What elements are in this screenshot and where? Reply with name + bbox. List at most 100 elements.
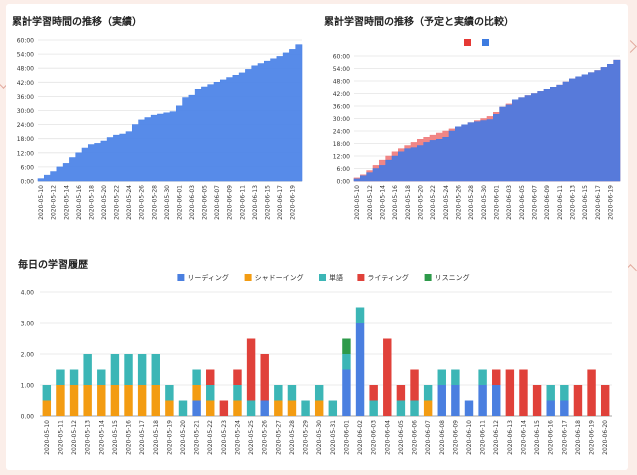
bar-segment [492,385,501,416]
x-tick-label: 2020-06-16 [548,420,555,455]
x-tick-label: 2020-05-23 [221,420,228,455]
bar-segment [83,385,92,416]
bar-segment [464,400,474,416]
bar-segment [355,307,365,323]
bar-segment [42,385,52,401]
x-tick-label: 2020-05-27 [275,420,282,455]
y-tick-label: 30:00 [333,116,350,123]
bar-segment [600,385,610,416]
x-tick-label: 2020-06-01 [494,185,501,220]
bar-segment [233,400,242,416]
x-tick-label: 2020-06-09 [544,185,551,220]
x-tick-label: 2020-05-12 [51,185,58,220]
x-tick-label: 2020-05-22 [207,420,214,455]
y-tick-label: 42:00 [17,80,34,87]
area-series [353,59,621,182]
x-tick-label: 2020-05-16 [76,185,83,220]
x-tick-label: 2020-05-28 [289,420,296,455]
x-tick-label: 2020-06-19 [608,185,615,220]
x-tick-label: 2020-05-19 [166,420,173,455]
bar-segment [110,354,120,385]
bar-segment [546,400,555,416]
bar-segment [137,354,147,385]
y-tick-label: 6:00 [21,164,35,171]
y-tick-label: 1.00 [21,383,35,390]
bar-segment [410,400,419,416]
y-tick-label: 3.00 [21,321,35,328]
bar-segment [260,400,269,416]
bar-segment [287,400,297,416]
bar-segment [423,385,433,401]
bar-segment [192,385,201,401]
x-tick-label: 2020-05-21 [194,420,201,455]
bar-segment [560,385,569,401]
x-tick-label: 2020-05-10 [354,185,361,220]
y-tick-label: 12:00 [333,154,350,161]
x-tick-label: 2020-06-11 [480,420,487,455]
x-tick-label: 2020-06-15 [264,185,271,220]
y-tick-label: 0:00 [21,179,35,186]
bar-segment [423,400,433,416]
y-tick-label: 4.00 [21,290,35,297]
x-tick-label: 2020-05-24 [126,185,133,220]
y-tick-label: 18:00 [17,136,34,143]
y-tick-label: 60:00 [17,38,34,45]
x-tick-label: 2020-05-28 [468,185,475,220]
legend-label: 単語 [329,273,343,282]
legend-label: リーディング [187,273,229,282]
bar-segment [437,369,446,385]
legend-swatch [482,39,489,46]
x-tick-label: 2020-06-03 [371,420,378,455]
bar-segment [519,369,528,416]
x-tick-label: 2020-05-24 [443,185,450,220]
bar-segment [42,400,52,416]
x-tick-label: 2020-05-18 [153,420,160,455]
legend-swatch [464,39,471,46]
bar-segment [573,385,583,416]
x-tick-label: 2020-06-19 [589,420,596,455]
x-tick-label: 2020-05-28 [151,185,158,220]
y-tick-label: 0:00 [337,179,351,186]
x-tick-label: 2020-05-16 [392,185,399,220]
bar-segment [178,400,188,416]
x-tick-label: 2020-05-20 [418,185,425,220]
x-tick-label: 2020-05-26 [262,420,269,455]
bar-segment [192,400,201,416]
cumulative-actual-chart: 累計学習時間の推移（実績） 0:00 6:00 12:00 18:00 24:00 30:0… [12,15,303,220]
x-tick-label: 2020-06-02 [357,420,364,455]
x-tick-label: 2020-06-04 [384,420,391,455]
bar-segment [451,385,460,416]
legend-swatch [424,274,432,281]
y-tick-label: 54:00 [333,66,350,73]
legend-label: リスニング [435,273,470,282]
x-tick-label: 2020-06-01 [176,185,183,220]
bar-segment [437,385,446,416]
y-tick-label: 0.00 [21,414,35,421]
x-tick-label: 2020-06-17 [595,185,602,220]
x-tick-label: 2020-06-05 [519,185,526,220]
x-tick-label: 2020-06-06 [412,420,419,455]
x-tick-label: 2020-05-24 [234,420,241,455]
x-tick-label: 2020-06-07 [532,185,539,220]
bar-segment [69,385,79,416]
bar-segment [546,385,555,401]
y-tick-label: 42:00 [333,91,350,98]
bar-segment [260,354,269,401]
x-tick-label: 2020-05-30 [164,185,171,220]
x-tick-label: 2020-06-15 [534,420,541,455]
x-tick-label: 2020-05-15 [112,420,119,455]
y-tick-label: 18:00 [333,141,350,148]
bar-segment [301,400,310,416]
x-tick-label: 2020-06-03 [506,185,513,220]
bar-segment [342,354,351,370]
bar-segment [274,385,283,401]
chart-title: 累計学習時間の推移（予定と実績の比較） [324,15,514,28]
x-tick-label: 2020-05-10 [44,420,51,455]
bar-segment [369,385,378,401]
bar-segment [410,369,419,401]
bar-segment [56,385,65,416]
x-tick-label: 2020-06-19 [290,185,297,220]
x-tick-label: 2020-05-30 [481,185,488,220]
x-tick-label: 2020-05-20 [101,185,108,220]
x-tick-label: 2020-05-18 [405,185,412,220]
